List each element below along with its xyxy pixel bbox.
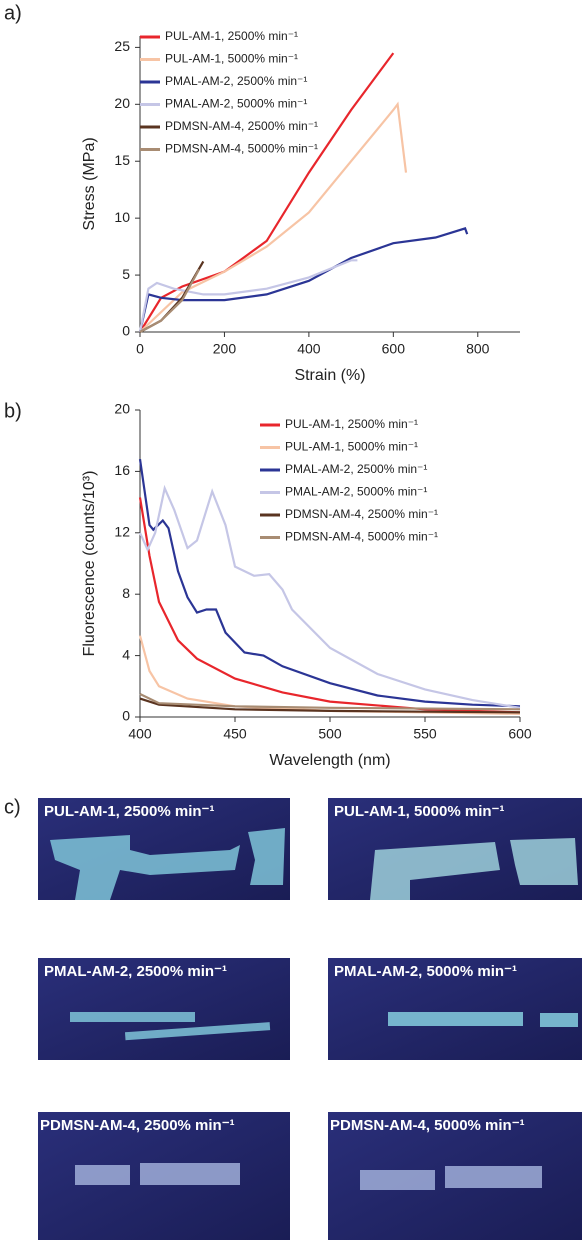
data-line <box>138 458 521 708</box>
photo-caption: PMAL-AM-2, 2500% min⁻¹ <box>44 963 227 980</box>
data-line <box>139 101 408 333</box>
x-axis-title: Strain (%) <box>294 367 365 384</box>
y-tick-label: 25 <box>114 38 130 54</box>
legend-entry: PMAL-AM-2, 2500% min⁻¹ <box>285 462 427 476</box>
specimen <box>540 1013 578 1027</box>
specimen <box>75 1165 130 1185</box>
x-tick-label: 0 <box>136 341 144 357</box>
y-axis-title: Fluorescence (counts/10³) <box>81 471 98 657</box>
specimen <box>360 1170 435 1190</box>
data-line <box>139 52 395 333</box>
specimen <box>50 835 240 900</box>
x-tick-label: 550 <box>413 726 437 742</box>
legend-entry: PMAL-AM-2, 2500% min⁻¹ <box>165 74 307 88</box>
legend-entry: PUL-AM-1, 5000% min⁻¹ <box>285 440 418 454</box>
photo <box>38 958 290 1060</box>
legend-entry: PDMSN-AM-4, 5000% min⁻¹ <box>165 142 318 156</box>
x-tick-label: 400 <box>128 726 152 742</box>
legend-entry: PDMSN-AM-4, 2500% min⁻¹ <box>165 119 318 133</box>
specimen <box>388 1012 523 1026</box>
legend-entry: PUL-AM-1, 5000% min⁻¹ <box>165 52 298 66</box>
y-tick-label: 8 <box>122 585 130 601</box>
y-axis-title: Stress (MPa) <box>81 137 98 230</box>
photo-panel <box>38 798 582 1240</box>
legend-entry: PUL-AM-1, 2500% min⁻¹ <box>165 29 298 43</box>
x-tick-label: 600 <box>382 341 406 357</box>
x-tick-label: 450 <box>223 726 247 742</box>
photo-caption: PMAL-AM-2, 5000% min⁻¹ <box>334 963 517 980</box>
data-line <box>138 484 521 709</box>
photo-caption: PDMSN-AM-4, 2500% min⁻¹ <box>40 1117 235 1134</box>
x-tick-label: 400 <box>297 341 321 357</box>
panel-label: c) <box>4 796 21 818</box>
panel-label: a) <box>4 2 22 24</box>
y-tick-label: 20 <box>114 95 130 111</box>
data-line <box>138 227 469 333</box>
photo-caption: PUL-AM-1, 5000% min⁻¹ <box>334 803 504 820</box>
y-tick-label: 4 <box>122 646 130 662</box>
x-axis-title: Wavelength (nm) <box>269 752 390 769</box>
specimen <box>370 842 500 900</box>
x-tick-label: 500 <box>318 726 342 742</box>
photo-caption: PDMSN-AM-4, 5000% min⁻¹ <box>330 1117 525 1134</box>
photo <box>328 958 582 1060</box>
legend-entry: PUL-AM-1, 2500% min⁻¹ <box>285 417 418 431</box>
y-tick-label: 10 <box>114 209 130 225</box>
specimen <box>248 828 285 885</box>
legend-entry: PDMSN-AM-4, 5000% min⁻¹ <box>285 530 438 544</box>
legend-entry: PMAL-AM-2, 5000% min⁻¹ <box>165 97 307 111</box>
y-tick-label: 20 <box>114 401 130 417</box>
y-tick-label: 0 <box>122 708 130 724</box>
data-line <box>138 259 358 333</box>
specimen <box>140 1163 240 1185</box>
data-line <box>139 260 205 333</box>
x-tick-label: 800 <box>466 341 490 357</box>
photo-caption: PUL-AM-1, 2500% min⁻¹ <box>44 803 214 820</box>
specimen <box>124 1022 271 1041</box>
legend-entry: PDMSN-AM-4, 2500% min⁻¹ <box>285 507 438 521</box>
data-line <box>139 268 201 333</box>
data-line <box>139 697 521 714</box>
y-tick-label: 5 <box>122 266 130 282</box>
y-tick-label: 15 <box>114 152 130 168</box>
panel-label: b) <box>4 400 22 422</box>
data-line <box>139 693 521 711</box>
x-tick-label: 600 <box>508 726 532 742</box>
y-tick-label: 12 <box>114 524 130 540</box>
data-line <box>138 497 521 714</box>
specimen <box>510 838 578 885</box>
legend-entry: PMAL-AM-2, 5000% min⁻¹ <box>285 485 427 499</box>
x-tick-label: 200 <box>213 341 237 357</box>
specimen <box>445 1166 542 1188</box>
y-tick-label: 0 <box>122 323 130 339</box>
specimen <box>70 1012 195 1022</box>
y-tick-label: 16 <box>114 462 130 478</box>
